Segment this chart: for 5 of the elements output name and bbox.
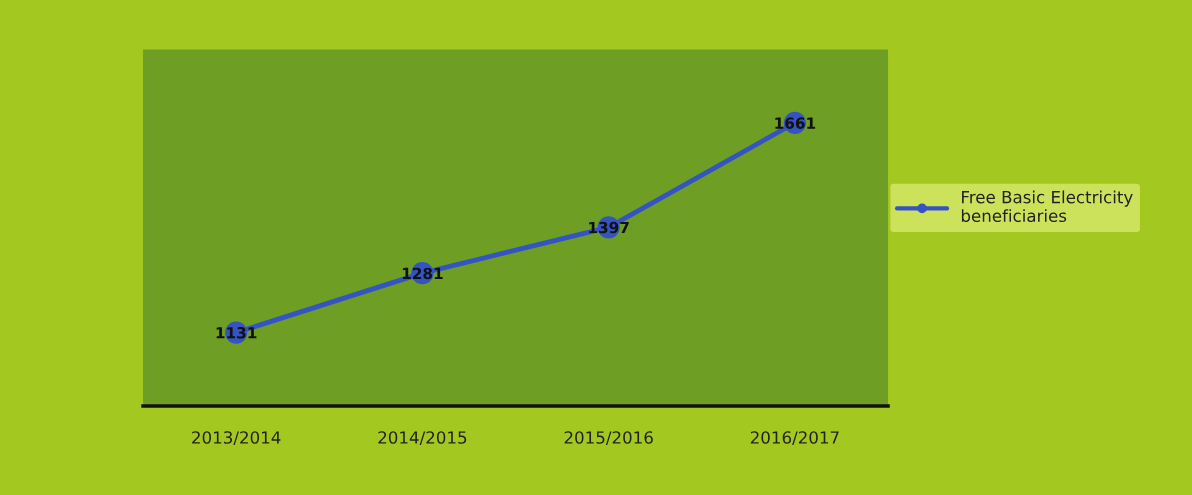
x-tick-label: 2016/2017 [750, 431, 839, 446]
x-tick-label: 2015/2016 [564, 431, 653, 446]
x-tick-label: 2013/2014 [192, 431, 281, 446]
legend-label: Free Basic Electricity beneficiaries [961, 190, 1133, 223]
x-tick-label: 2014/2015 [378, 431, 467, 446]
